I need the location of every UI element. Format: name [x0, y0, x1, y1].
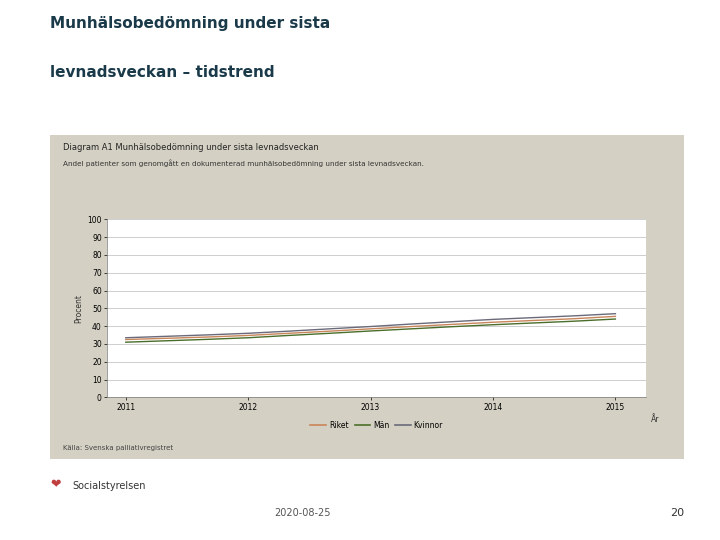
Text: Diagram A1 Munhälsobedömning under sista levnadsveckan: Diagram A1 Munhälsobedömning under sista… [63, 143, 319, 152]
Text: 2020-08-25: 2020-08-25 [274, 508, 330, 518]
Text: År: År [652, 415, 660, 424]
Text: ❤: ❤ [50, 478, 61, 491]
Text: Munhälsobedömning under sista: Munhälsobedömning under sista [50, 16, 330, 31]
Y-axis label: Procent: Procent [74, 294, 84, 323]
Legend: Riket, Män, Kvinnor: Riket, Män, Kvinnor [307, 418, 446, 433]
Text: Källa: Svenska palliativregistret: Källa: Svenska palliativregistret [63, 445, 174, 451]
Text: Socialstyrelsen: Socialstyrelsen [72, 481, 145, 491]
Text: Andel patienter som genomgått en dokumenterad munhälsobedömning under sista levn: Andel patienter som genomgått en dokumen… [63, 159, 424, 167]
Text: 20: 20 [670, 508, 684, 518]
Text: levnadsveckan – tidstrend: levnadsveckan – tidstrend [50, 65, 275, 80]
